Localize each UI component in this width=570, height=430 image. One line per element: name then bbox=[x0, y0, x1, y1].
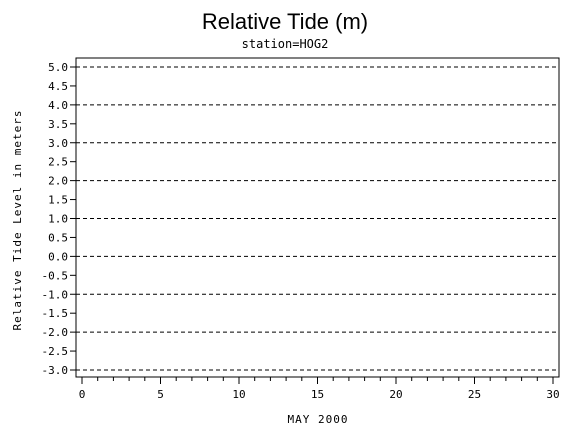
x-tick-label: 15 bbox=[311, 388, 324, 401]
y-tick-label: 4.0 bbox=[48, 99, 68, 112]
y-tick-label: 0.0 bbox=[48, 250, 68, 263]
y-tick-label: -1.0 bbox=[42, 288, 69, 301]
x-tick-label: 25 bbox=[468, 388, 481, 401]
gridlines bbox=[76, 66, 559, 371]
x-tick-label: 0 bbox=[79, 388, 86, 401]
y-tick-label: 4.5 bbox=[48, 80, 68, 93]
x-tick-label: 20 bbox=[389, 388, 402, 401]
y-tick-label: 1.5 bbox=[48, 194, 68, 207]
y-tick-label: 3.5 bbox=[48, 118, 68, 131]
y-tick-label: -2.0 bbox=[42, 326, 69, 339]
y-tick-label: 1.0 bbox=[48, 213, 68, 226]
y-tick-label: -1.5 bbox=[42, 307, 69, 320]
plot-frame bbox=[75, 57, 560, 378]
x-tick-label: 5 bbox=[157, 388, 164, 401]
y-tick-label: 2.5 bbox=[48, 156, 68, 169]
chart-title: Relative Tide (m) bbox=[202, 9, 368, 34]
y-tick-label: 2.0 bbox=[48, 175, 68, 188]
x-axis-label: MAY 2000 bbox=[288, 413, 349, 426]
x-axis: 0 5 10 15 20 25 30 bbox=[79, 377, 560, 401]
chart-subtitle: station=HOG2 bbox=[242, 37, 329, 51]
y-tick-label: -3.0 bbox=[42, 364, 69, 377]
y-tick-label: 0.5 bbox=[48, 231, 68, 244]
y-tick-label: 3.0 bbox=[48, 137, 68, 150]
x-tick-label: 30 bbox=[546, 388, 559, 401]
y-tick-label: 5.0 bbox=[48, 61, 68, 74]
y-tick-label: -2.5 bbox=[42, 345, 69, 358]
y-tick-label: -0.5 bbox=[42, 269, 69, 282]
y-axis-label: Relative Tide Level in meters bbox=[11, 109, 24, 330]
x-tick-label: 10 bbox=[232, 388, 245, 401]
y-axis: 5.0 4.5 4.0 3.5 3.0 2.5 2.0 1.5 1.0 0.5 0.0 -0.5 -1.… bbox=[42, 61, 76, 377]
